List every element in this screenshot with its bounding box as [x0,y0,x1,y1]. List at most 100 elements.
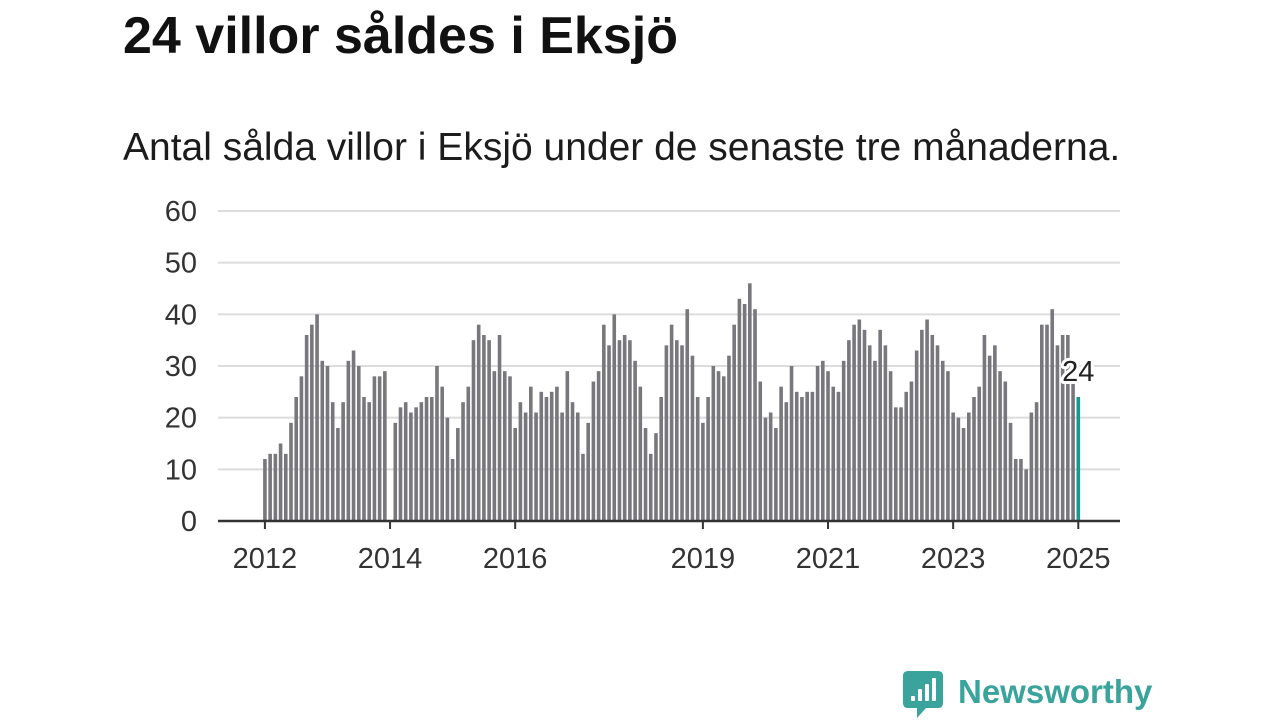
bar [774,428,778,521]
bar [414,407,418,521]
data-labels: 24 [1059,353,1097,391]
bar [742,304,747,521]
bar [1029,412,1034,521]
bar [784,402,789,521]
bar [789,366,794,521]
bar [336,428,340,521]
bar [273,453,278,521]
bar [951,412,955,521]
bar [690,355,695,521]
bar [1024,469,1028,521]
bar [289,422,293,521]
bar [362,397,366,521]
bar [356,366,361,521]
bar [263,459,267,521]
bar [403,402,408,521]
y-tick-label: 50 [165,248,197,280]
bar [727,355,731,521]
bar [591,381,596,521]
bar [925,319,929,521]
bar [940,360,945,521]
bar [628,340,632,521]
bar [706,397,710,521]
bar [956,417,961,521]
bar [946,371,950,521]
bar [899,407,903,521]
bar [575,412,580,521]
bar [648,453,653,521]
x-tick-label: 2025 [1046,543,1111,575]
bar [409,412,413,521]
bar [456,428,460,521]
bar [831,386,836,521]
bar [852,324,856,521]
bar [534,412,538,521]
bar [883,345,888,521]
bar [607,345,611,521]
bar [299,376,304,521]
bar [1050,309,1055,521]
logo-text: Newsworthy [958,673,1153,710]
bar [278,443,283,521]
bar [993,345,997,521]
bar [492,371,497,521]
bar [1045,324,1049,521]
bar [867,345,872,521]
y-tick-label: 10 [165,454,197,486]
bar [555,386,559,521]
y-tick-label: 30 [165,351,197,383]
y-axis: 0 10 20 30 40 50 60 [165,196,197,538]
x-axis: 2012 2014 2016 2019 2021 2023 2025 [218,519,1120,575]
bar [320,360,325,521]
bar [967,412,971,521]
bar [1008,422,1013,521]
data-label: 24 [1062,356,1094,388]
bar [513,428,517,521]
bar [315,314,319,521]
bar [617,340,622,521]
bar [440,386,444,521]
bar [659,397,663,521]
bar [1066,335,1070,521]
bar [815,366,820,521]
bar [763,417,768,521]
bar [539,391,544,521]
bar [529,386,533,521]
bar [857,319,862,521]
bar [914,350,919,521]
bar [972,397,976,521]
bar [643,428,648,521]
bar [821,360,825,521]
bar [841,360,846,521]
x-tick-label: 2019 [671,543,736,575]
bar [1071,381,1075,521]
bar [622,335,627,521]
bars [263,283,1081,521]
bar [701,422,705,521]
x-tick-label: 2023 [921,543,986,575]
bar [419,402,424,521]
bar [669,324,674,521]
bar [826,371,830,521]
bar [570,402,575,521]
bar [487,340,491,521]
bar [398,407,403,521]
bar [471,340,476,521]
bar [675,340,679,521]
bar [1034,402,1039,521]
bar [961,428,966,521]
bar [737,298,742,521]
bar [716,371,721,521]
bar [753,309,757,521]
bar [758,381,763,521]
bar [1019,459,1023,521]
bar [523,412,528,521]
bar [351,350,356,521]
bar [847,340,851,521]
bar [482,335,486,521]
bar [836,391,841,521]
bar [581,453,585,521]
bar [768,412,773,521]
